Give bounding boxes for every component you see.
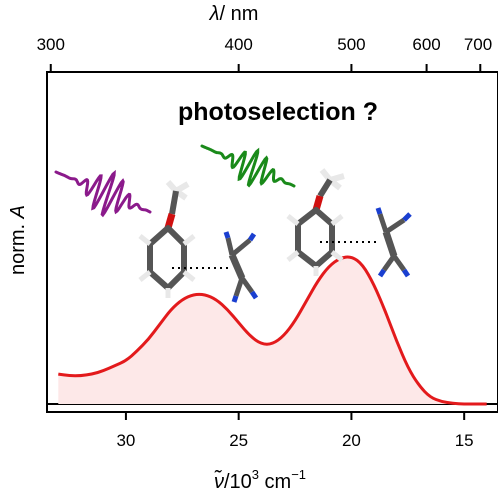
bottom-tick-label: 30 [116,431,135,450]
y-axis-label-main: norm. [7,218,29,275]
bottom-axis-ticks: 30 25 20 15 [116,412,474,450]
bottom-axis-unit-mid: cm [259,471,291,493]
absorption-area [58,256,487,404]
bottom-tick-label: 20 [342,431,361,450]
top-tick-label: 300 [37,35,65,54]
top-axis-ticks: 300 400 500 600 700 [37,35,492,72]
bottom-axis-symbol: ν̃ [214,469,224,493]
light-pulse-purple [54,169,152,218]
top-tick-label: 700 [464,35,492,54]
top-tick-label: 400 [224,35,252,54]
top-tick-label: 600 [412,35,440,54]
bottom-axis-exp2: −1 [291,467,306,482]
y-axis-label-var: A [7,205,29,219]
bottom-axis-exp1: 3 [252,467,259,482]
plot-frame [46,71,498,413]
bottom-tick-label: 15 [455,431,474,450]
light-pulse-green [200,144,296,188]
molecule-complex-left [138,180,259,303]
molecule-complex-right [286,168,412,278]
y-axis-title: norm. A [7,205,29,275]
top-axis-unit: / nm [219,3,258,25]
bottom-axis-unit-pre: /10 [224,471,252,493]
bottom-tick-label: 25 [229,431,248,450]
top-axis-symbol: λ [209,3,220,25]
absorption-line [58,255,487,406]
top-axis-title: λ/ nm [209,3,259,25]
top-tick-label: 500 [337,35,365,54]
bottom-axis-title: ν̃/103 cm−1 [214,467,306,493]
annotation-text: photoselection ? [178,98,378,126]
